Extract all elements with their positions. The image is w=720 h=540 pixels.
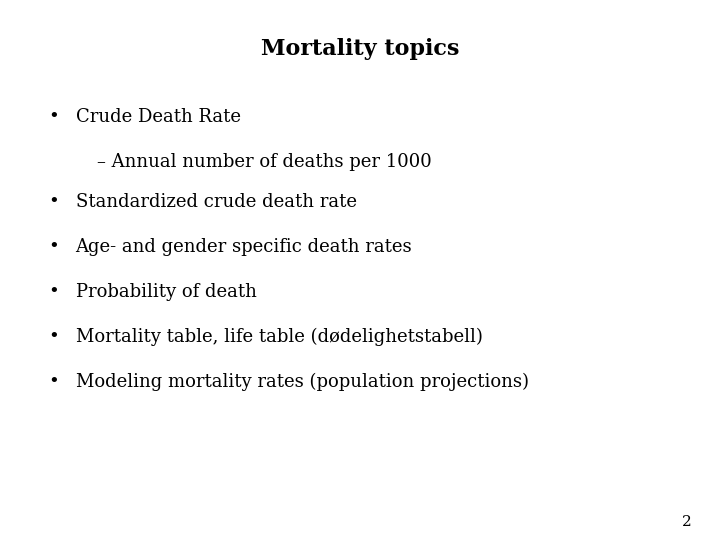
Text: Probability of death: Probability of death <box>76 283 256 301</box>
Text: – Annual number of deaths per 1000: – Annual number of deaths per 1000 <box>97 153 432 171</box>
Text: 2: 2 <box>681 515 691 529</box>
Text: •: • <box>49 328 59 346</box>
Text: Mortality table, life table (dødelighetstabell): Mortality table, life table (dødelighets… <box>76 328 482 346</box>
Text: Age- and gender specific death rates: Age- and gender specific death rates <box>76 238 413 256</box>
Text: •: • <box>49 193 59 211</box>
Text: •: • <box>49 108 59 126</box>
Text: •: • <box>49 238 59 256</box>
Text: Standardized crude death rate: Standardized crude death rate <box>76 193 356 211</box>
Text: •: • <box>49 283 59 301</box>
Text: Modeling mortality rates (population projections): Modeling mortality rates (population pro… <box>76 373 528 391</box>
Text: Mortality topics: Mortality topics <box>261 38 459 60</box>
Text: •: • <box>49 373 59 390</box>
Text: Crude Death Rate: Crude Death Rate <box>76 108 240 126</box>
